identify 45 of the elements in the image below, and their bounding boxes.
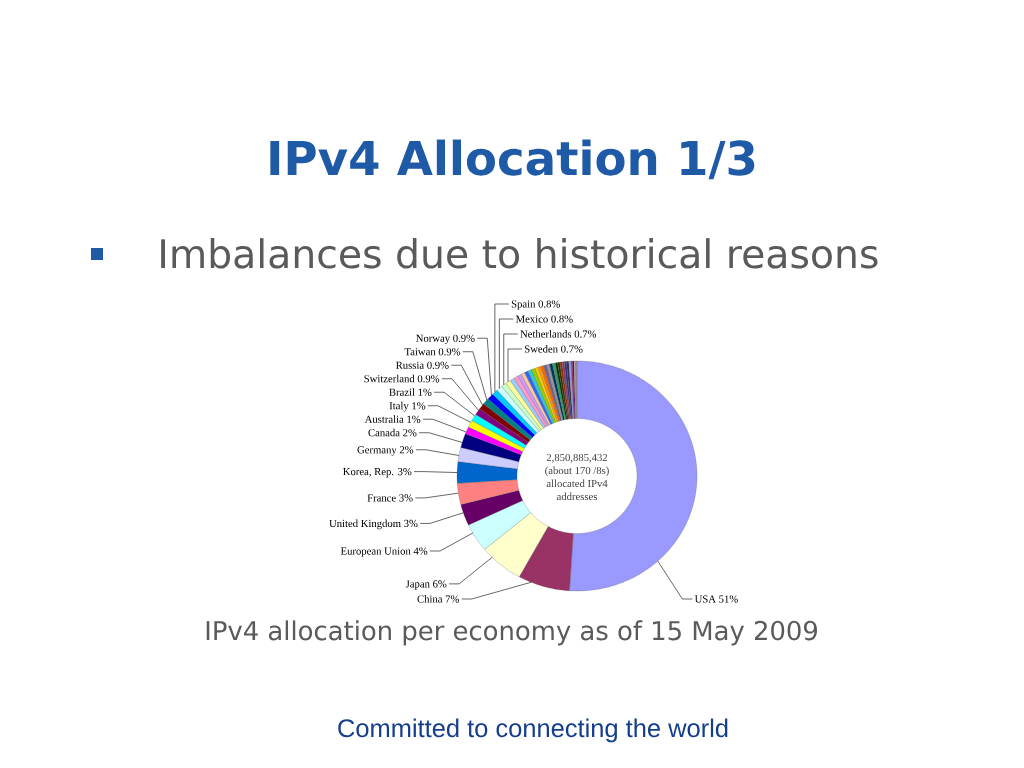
data-label: 1% — [412, 402, 426, 410]
data-label: 0.9% — [438, 348, 461, 356]
slice-label: China — [417, 595, 443, 603]
slice-label: Sweden — [524, 345, 558, 353]
data-label: 0.9% — [417, 375, 440, 383]
slice-label: France — [367, 494, 396, 502]
slice-label: Japan — [405, 580, 430, 590]
data-label: 0.9% — [453, 334, 475, 342]
data-label: 3% — [398, 468, 412, 476]
data-label: 1% — [418, 388, 432, 396]
slice-label: United Kingdom — [329, 519, 401, 530]
slice-label: Taiwan — [404, 348, 436, 356]
text: 2,850,885,432 (about 170 /8s) allocated IPv4 addresses — [545, 453, 609, 501]
slice-label: Canada — [368, 428, 400, 437]
data-label: 3% — [404, 519, 418, 528]
data-label: 6% — [433, 580, 447, 588]
data-label: 0.7% — [561, 345, 583, 353]
slice-label: Korea, Rep. — [343, 468, 394, 478]
text: Committed to connecting the world — [338, 718, 728, 743]
slice-label: Norway — [416, 334, 451, 345]
text: IPv4 allocation per economy as of 15 May 2009 — [206, 620, 817, 646]
data-label: 4% — [413, 547, 428, 555]
slice-label: Switzerland — [364, 374, 415, 383]
slice-label: Spain — [511, 300, 536, 310]
data-label: 51% — [719, 595, 738, 603]
data-label: 0.8% — [551, 315, 573, 323]
data-label: 2% — [399, 446, 414, 454]
slice-label: Netherlands — [520, 330, 572, 338]
slice-label: Germany — [357, 446, 397, 456]
data-label: 7% — [445, 595, 459, 603]
data-label: 3% — [399, 494, 413, 502]
chart-title: IPv4 Allocation 1/3 — [270, 139, 755, 180]
data-label: 0.9% — [427, 361, 449, 369]
data-label: 0.8% — [538, 300, 560, 308]
slice-label: Italy — [389, 401, 409, 412]
slice-label: Brazil — [389, 388, 415, 396]
slice-label: USA — [694, 595, 716, 603]
slice-label: Australia — [364, 415, 404, 423]
data-label: 2% — [403, 429, 417, 437]
chart-subtitle: Imbalances due to historical reasons — [161, 238, 878, 269]
slice-label: Mexico — [515, 315, 548, 323]
data-label: 0.7% — [574, 330, 597, 338]
data-label: 1% — [407, 415, 421, 423]
slice-label: European Union — [340, 547, 411, 557]
slice-label: Russia — [395, 361, 424, 369]
